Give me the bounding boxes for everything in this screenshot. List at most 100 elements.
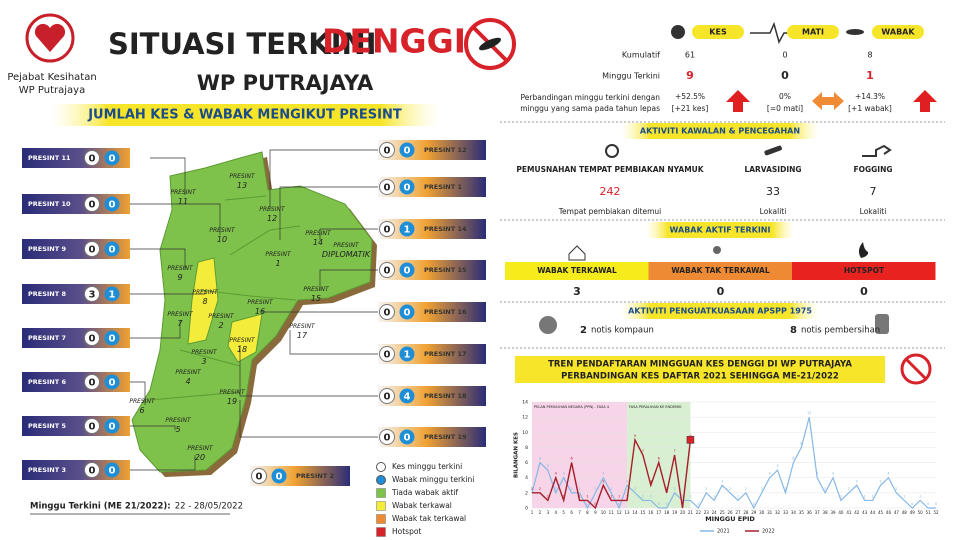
x-tick-label: 24 (712, 510, 718, 515)
y-tick-label: 10 (522, 430, 528, 436)
cleaning-icon (875, 314, 889, 334)
point-label: 1 (586, 494, 588, 498)
point-label: 1 (681, 494, 683, 498)
leader-line (239, 400, 378, 438)
map-label: PRESINT 1 (265, 251, 292, 268)
x-tick-label: 17 (656, 510, 662, 515)
outbreak-value: 3 (573, 285, 581, 298)
x-tick-label: 15 (640, 510, 646, 515)
point-label: 4 (887, 472, 890, 476)
wabak-value: 0 (109, 200, 116, 211)
kes-value: 0 (256, 472, 263, 483)
wabak-circle (399, 142, 415, 158)
kes-value: 0 (89, 466, 96, 477)
point-label: 2 (745, 487, 747, 491)
x-tick-label: 33 (783, 510, 789, 515)
legend-label: Tiada wabak aktif (391, 488, 459, 497)
point-label: 1 (872, 494, 874, 498)
point-label: 4 (769, 472, 772, 476)
x-tick-label: 22 (696, 510, 702, 515)
precinct-box (22, 460, 130, 480)
x-tick-label: 4 (554, 510, 557, 515)
point-label: 3 (650, 479, 652, 483)
map-label: PRESINT DIPLOMATIK (322, 242, 371, 259)
no-mosquito-icon (904, 357, 928, 381)
column-pill (872, 25, 924, 39)
logo-heart (34, 23, 66, 52)
x-tick-label: 23 (704, 510, 710, 515)
x-tick-label: 42 (854, 510, 860, 515)
row-label: Kumulatif (622, 51, 660, 60)
point-label: 2 (673, 487, 675, 491)
x-tick-label: 38 (823, 510, 829, 515)
map-label: PRESINT 9 (167, 265, 194, 282)
precinct-box (22, 239, 130, 259)
kes-circle (379, 179, 395, 195)
kes-value: 0 (384, 433, 391, 444)
x-tick-label: 3 (547, 510, 550, 515)
kes-value: 0 (89, 334, 96, 345)
wabak-value: 0 (109, 378, 116, 389)
house-icon (568, 245, 586, 261)
wabak-circle (399, 221, 415, 237)
org-name: WP Putrajaya (19, 85, 85, 96)
point-label: 0 (911, 502, 913, 506)
legend-swatch (376, 501, 386, 511)
x-tick-label: 12 (617, 510, 623, 515)
x-tick-label: 16 (648, 510, 654, 515)
wabak-value: 0 (404, 433, 411, 444)
point-label: 3 (721, 479, 723, 483)
column-header: KES (709, 28, 727, 37)
kes-value: 0 (89, 245, 96, 256)
legend-label: Wabak tak terkawal (392, 514, 466, 523)
kes-value: 0 (89, 154, 96, 165)
kes-circle (379, 262, 395, 278)
wabak-value: 1 (109, 290, 116, 301)
wabak-value: 0 (404, 266, 411, 277)
leader-line (130, 290, 206, 295)
point-label: 4 (563, 472, 566, 476)
map-label: PRESINT 6 (129, 398, 156, 415)
section-title: WABAK AKTIF TERKINI (670, 226, 771, 235)
kes-value: 0 (384, 350, 391, 361)
column-header: MATI (802, 28, 824, 37)
wabak-value: 0 (109, 466, 116, 477)
point-label: 0 (753, 502, 755, 506)
legend-label: Kes minggu terkini (392, 462, 462, 471)
point-label: 0 (666, 502, 668, 506)
wabak-circle (104, 374, 120, 390)
fire-icon (858, 242, 869, 258)
point-label: 4 (832, 472, 835, 476)
point-label: 0 (935, 502, 937, 506)
precinct-label: PRESINT 1 (424, 183, 462, 191)
banner (50, 104, 440, 126)
point-label: 2 (761, 487, 763, 491)
outbreak-label: WABAK TAK TERKAWAL (671, 266, 769, 275)
wabak-circle (104, 196, 120, 212)
banner-text: JUMLAH KES & WABAK MENGIKUT PRESINT (87, 108, 402, 123)
comparison-value: +52.5% (675, 92, 705, 101)
map-boundary (149, 195, 301, 401)
y-tick-label: 0 (525, 506, 528, 512)
legend-label: Wabak terkawal (392, 501, 452, 510)
point-label: 3 (879, 479, 881, 483)
point-label: 4 (816, 472, 819, 476)
kes-circle (379, 346, 395, 362)
arrow-up (913, 90, 937, 112)
map-label: PRESINT 5 (165, 417, 192, 434)
outbreak-value: 0 (717, 285, 725, 298)
wabak-value: 1 (404, 350, 411, 361)
point-label: 1 (578, 494, 580, 498)
point-label: 3 (602, 479, 604, 483)
mosquito (478, 37, 502, 51)
kes-circle (84, 418, 100, 434)
leader-line (130, 203, 221, 235)
x-tick-label: 7 (578, 510, 581, 515)
wabak-circle (104, 418, 120, 434)
column-pill (692, 25, 744, 39)
outbreak-cell (505, 262, 649, 280)
wabak-value: 0 (109, 422, 116, 433)
kes-value: 0 (384, 308, 391, 319)
leader-line (279, 186, 378, 240)
precinct-label: PRESINT 16 (424, 308, 467, 316)
